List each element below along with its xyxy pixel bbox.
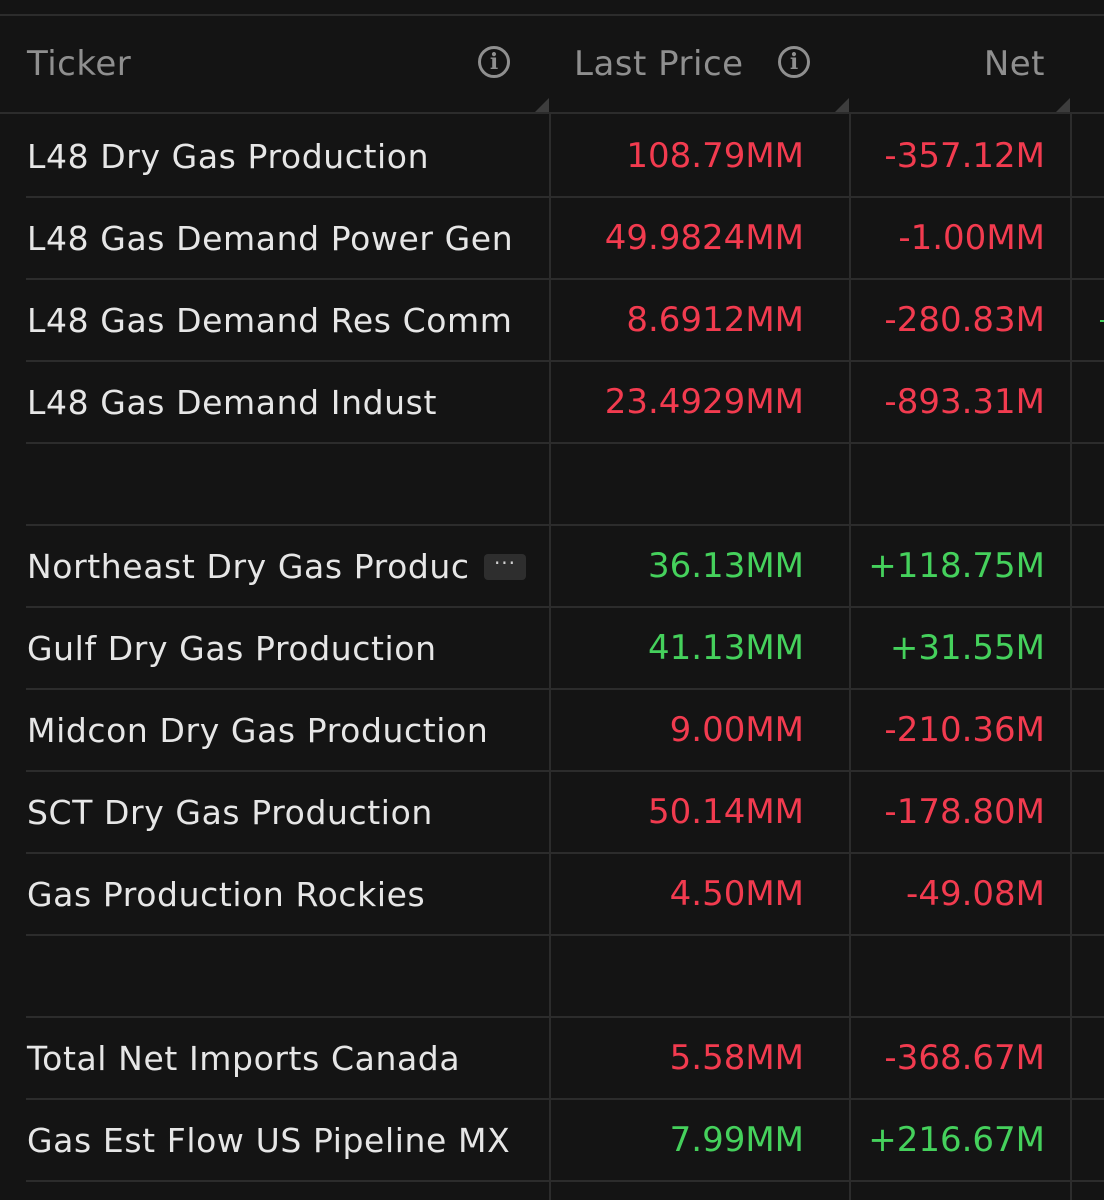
ellipsis-icon[interactable]: ··· — [484, 553, 526, 580]
table-row[interactable]: L48 Gas Demand Power Gen 49.9824MM -1.00… — [0, 198, 1104, 280]
row-divider — [26, 524, 1104, 526]
table-row[interactable]: L48 Gas Demand Res Comm 8.6912MM -280.83… — [0, 280, 1104, 362]
row-divider — [26, 770, 1104, 772]
row-divider — [26, 278, 1104, 280]
last-price-value: 49.9824MM — [604, 218, 804, 258]
column-divider-last-price[interactable] — [849, 16, 851, 1200]
column-header-last-price[interactable]: Last Price — [574, 16, 774, 112]
row-divider — [26, 606, 1104, 608]
column-header-ticker[interactable]: Ticker — [27, 16, 527, 112]
net-change-value: +31.55M — [889, 628, 1045, 668]
row-divider — [26, 1098, 1104, 1100]
last-price-value: 4.50MM — [669, 874, 804, 914]
table-row[interactable]: Gulf Dry Gas Production 41.13MM +31.55M — [0, 608, 1104, 690]
row-divider — [26, 442, 1104, 444]
ticker-name: Midcon Dry Gas Production — [27, 710, 489, 750]
table-row[interactable]: Gas Est Flow US Pipeline MX 7.99MM +216.… — [0, 1100, 1104, 1182]
ticker-name: SCT Dry Gas Production — [27, 792, 433, 832]
last-price-value: 41.13MM — [647, 628, 804, 668]
row-divider — [26, 360, 1104, 362]
ticker-name: Northeast Dry Gas Produc — [27, 546, 470, 586]
clipped-column-edge — [1100, 320, 1104, 322]
net-change-value: +216.67M — [868, 1120, 1045, 1160]
last-price-value: 108.79MM — [626, 136, 804, 176]
column-divider-net[interactable] — [1070, 16, 1072, 1200]
ticker-name: L48 Gas Demand Power Gen — [27, 218, 514, 258]
table-row-spacer[interactable] — [0, 936, 1104, 1018]
resize-corner-icon[interactable] — [535, 98, 549, 112]
net-change-value: +118.75M — [868, 546, 1045, 586]
table-row[interactable]: L48 Dry Gas Production 108.79MM -357.12M — [0, 116, 1104, 198]
net-change-value: -178.80M — [884, 792, 1045, 832]
ticker-name: L48 Gas Demand Indust — [27, 382, 438, 422]
ticker-name: Gulf Dry Gas Production — [27, 628, 437, 668]
table-row[interactable]: L48 Gas Demand Indust 23.4929MM -893.31M — [0, 362, 1104, 444]
column-header-net[interactable]: Net — [984, 16, 1045, 112]
table-row[interactable]: Total Net Imports Canada 5.58MM -368.67M — [0, 1018, 1104, 1100]
table-row-spacer[interactable] — [0, 444, 1104, 526]
column-divider-ticker[interactable] — [549, 16, 551, 1200]
table-row[interactable]: SCT Dry Gas Production 50.14MM -178.80M — [0, 772, 1104, 854]
last-price-value: 5.58MM — [669, 1038, 804, 1078]
resize-corner-icon[interactable] — [835, 98, 849, 112]
ticker-name: Total Net Imports Canada — [27, 1038, 461, 1078]
last-price-value: 7.99MM — [669, 1120, 804, 1160]
column-header-ticker-label: Ticker — [27, 44, 132, 84]
ticker-name: L48 Dry Gas Production — [27, 136, 430, 176]
last-price-value: 9.00MM — [669, 710, 804, 750]
column-header-net-label: Net — [983, 44, 1045, 84]
ticker-name: L48 Gas Demand Res Comm — [27, 300, 513, 340]
net-change-value: -893.31M — [884, 382, 1045, 422]
net-change-value: -49.08M — [906, 874, 1045, 914]
table-row[interactable]: Midcon Dry Gas Production 9.00MM -210.36… — [0, 690, 1104, 772]
info-icon[interactable]: i — [478, 46, 510, 78]
resize-corner-icon[interactable] — [1056, 98, 1070, 112]
top-toolbar-edge — [0, 0, 1104, 16]
column-header-last-price-label: Last Price — [574, 44, 744, 84]
info-icon[interactable]: i — [778, 46, 810, 78]
net-change-value: -1.00MM — [898, 218, 1045, 258]
row-divider — [26, 688, 1104, 690]
table-row[interactable]: Gas Production Rockies 4.50MM -49.08M — [0, 854, 1104, 936]
row-divider — [26, 852, 1104, 854]
net-change-value: -368.67M — [884, 1038, 1045, 1078]
last-price-value: 8.6912MM — [626, 300, 804, 340]
last-price-value: 50.14MM — [647, 792, 804, 832]
ticker-name: Gas Production Rockies — [27, 874, 426, 914]
row-divider — [26, 934, 1104, 936]
row-divider — [26, 1016, 1104, 1018]
last-price-value: 23.4929MM — [604, 382, 804, 422]
table-row[interactable]: Northeast Dry Gas Produc ··· 36.13MM +11… — [0, 526, 1104, 608]
net-change-value: -210.36M — [884, 710, 1045, 750]
row-divider — [26, 196, 1104, 198]
ticker-name: Gas Est Flow US Pipeline MX — [27, 1120, 511, 1160]
row-divider — [26, 1180, 1104, 1182]
table-header: Ticker i Last Price i Net — [0, 16, 1104, 114]
net-change-value: -280.83M — [884, 300, 1045, 340]
net-change-value: -357.12M — [884, 136, 1045, 176]
last-price-value: 36.13MM — [647, 546, 804, 586]
